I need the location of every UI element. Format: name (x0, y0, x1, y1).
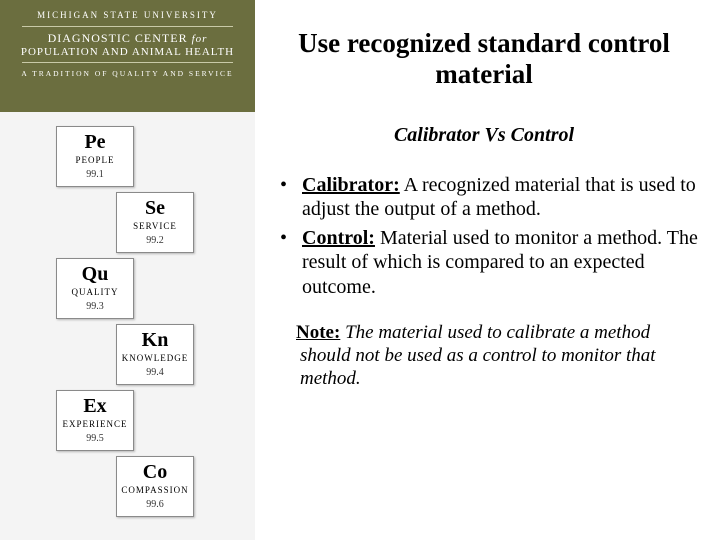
tile-word: PEOPLE (59, 155, 131, 165)
center-name-line1: DIAGNOSTIC CENTER for (8, 31, 247, 46)
element-tile: Se SERVICE 99.2 (116, 192, 194, 253)
element-tile: Co COMPASSION 99.6 (116, 456, 194, 517)
tile-symbol: Pe (59, 132, 131, 152)
center-name-line2: POPULATION AND ANIMAL HEALTH (8, 46, 247, 58)
tile-number: 99.3 (59, 301, 131, 312)
tile-word: QUALITY (59, 287, 131, 297)
bullet-item: Control: Material used to monitor a meth… (276, 226, 698, 299)
tile-symbol: Qu (59, 264, 131, 284)
tile-symbol: Se (119, 198, 191, 218)
tile-symbol: Kn (119, 330, 191, 350)
bullet-item: Calibrator: A recognized material that i… (276, 173, 698, 222)
tile-number: 99.2 (119, 235, 191, 246)
tile-word: SERVICE (119, 221, 191, 231)
element-tile: Pe PEOPLE 99.1 (56, 126, 134, 187)
note-text: The material used to calibrate a method … (300, 322, 656, 389)
element-tile: Ex EXPERIENCE 99.5 (56, 390, 134, 451)
tile-number: 99.5 (59, 433, 131, 444)
tagline: A TRADITION OF QUALITY AND SERVICE (8, 69, 247, 78)
slide-subtitle: Calibrator Vs Control (270, 124, 698, 147)
tile-number: 99.4 (119, 367, 191, 378)
tile-symbol: Co (119, 462, 191, 482)
slide-title: Use recognized standard control material (270, 28, 698, 90)
tile-word: EXPERIENCE (59, 419, 131, 429)
divider (22, 62, 233, 63)
note-block: Note: The material used to calibrate a m… (270, 321, 698, 391)
tile-number: 99.6 (119, 499, 191, 510)
tile-number: 99.1 (59, 169, 131, 180)
bullet-list: Calibrator: A recognized material that i… (270, 173, 698, 299)
bullet-term: Calibrator: (302, 174, 400, 196)
bullet-term: Control: (302, 227, 375, 249)
main-content: Use recognized standard control material… (260, 0, 720, 540)
note-label: Note: (296, 322, 340, 343)
center-name-part-a: DIAGNOSTIC CENTER (48, 31, 188, 45)
tile-word: COMPASSION (119, 485, 191, 495)
org-header: MICHIGAN STATE UNIVERSITY DIAGNOSTIC CEN… (0, 0, 255, 112)
university-name: MICHIGAN STATE UNIVERSITY (8, 10, 247, 20)
element-tile: Kn KNOWLEDGE 99.4 (116, 324, 194, 385)
element-tile: Qu QUALITY 99.3 (56, 258, 134, 319)
tile-word: KNOWLEDGE (119, 353, 191, 363)
divider (22, 26, 233, 27)
tile-symbol: Ex (59, 396, 131, 416)
center-name-for: for (192, 33, 208, 45)
sidebar: MICHIGAN STATE UNIVERSITY DIAGNOSTIC CEN… (0, 0, 255, 540)
